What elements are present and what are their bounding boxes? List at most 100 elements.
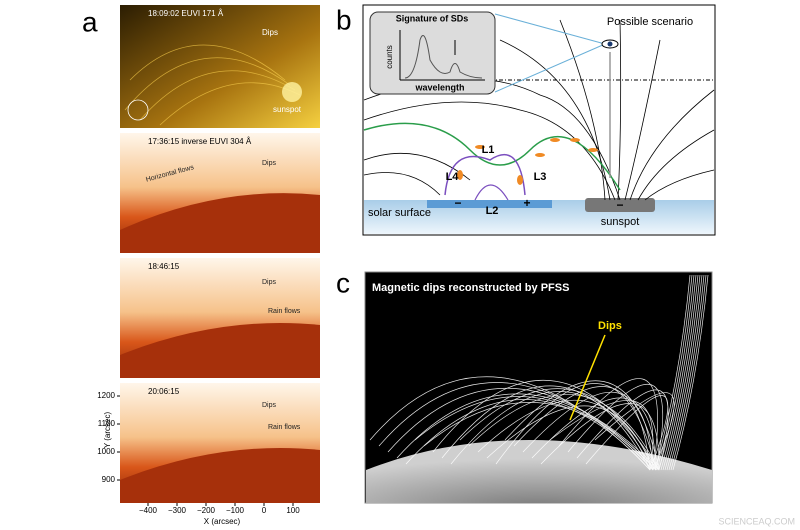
x-tick-label: −200 [197, 506, 216, 515]
field-line [486, 405, 654, 471]
inset-y-label: counts [385, 45, 394, 69]
frame-time: 20:06:15 [148, 387, 180, 396]
open-field-line [664, 274, 701, 471]
sunspot-label: sunspot [601, 216, 640, 228]
field-line [522, 391, 654, 471]
decoration [363, 101, 616, 201]
decoration [369, 274, 709, 471]
orientation-globe [127, 99, 149, 121]
decoration [475, 145, 485, 149]
decoration [644, 169, 715, 201]
field-line [432, 379, 660, 471]
frame-time: 18:46:15 [148, 262, 180, 271]
scenario-title: Possible scenario [607, 16, 693, 28]
open-field-line [658, 274, 695, 471]
decoration [535, 153, 545, 157]
field-line [585, 395, 669, 471]
open-field-line [666, 274, 703, 471]
purple-field-line [444, 154, 526, 196]
panel-label: a [82, 6, 98, 37]
decoration [559, 19, 606, 201]
limb [120, 193, 320, 253]
decoration [399, 30, 485, 81]
green-field-line [363, 122, 621, 191]
decoration: −400 −300 −200 −100 0 100 [139, 503, 300, 515]
x-tick-label: −100 [226, 506, 245, 515]
polarity: + [523, 196, 530, 210]
decoration [124, 57, 291, 111]
open-field-line [670, 274, 707, 471]
surface-label: solar surface [368, 207, 431, 219]
open-field-line [660, 274, 697, 471]
y-tick-label: 1000 [97, 447, 115, 456]
note: Rain flows [268, 424, 301, 431]
decoration [550, 138, 560, 142]
decoration [499, 39, 611, 201]
field-line [396, 393, 660, 471]
field-line [504, 380, 660, 471]
decoration [588, 148, 598, 152]
decoration [607, 41, 613, 47]
sunspot-glow [282, 82, 302, 102]
decoration [617, 19, 622, 201]
solar-disk [366, 440, 712, 503]
x-tick-label: −300 [168, 506, 187, 515]
loop-label: L4 [446, 171, 460, 183]
polarity: − [454, 196, 461, 210]
note: Dips [262, 279, 277, 286]
field-line [594, 392, 675, 471]
note: Dips [262, 28, 278, 37]
decoration [457, 138, 598, 185]
field-line [540, 403, 660, 471]
y-tick-label: 1200 [97, 391, 115, 400]
decoration [629, 89, 715, 201]
note: Rain flows [268, 308, 301, 315]
decoration [494, 13, 606, 93]
limb [120, 323, 320, 378]
field-line [459, 388, 657, 471]
field-line [549, 400, 654, 471]
decoration [404, 35, 483, 79]
watermark: SCIENCEAQ.COM [718, 516, 795, 526]
open-field-line [662, 274, 699, 471]
x-tick-label: −400 [139, 506, 158, 515]
decoration [129, 44, 286, 81]
field-line [567, 383, 663, 471]
field-line [414, 396, 654, 471]
field-line [513, 386, 651, 471]
frame-time: 18:09:02 EUVI 171 Å [148, 9, 224, 18]
field-line [495, 383, 657, 471]
loop-label: L3 [534, 171, 547, 183]
decoration [637, 129, 715, 201]
loop-label: L2 [486, 205, 499, 217]
limb [120, 448, 320, 503]
y-axis-label: Y (arcsec) [103, 412, 112, 449]
x-tick-label: 0 [262, 506, 267, 515]
panel-label: b [336, 4, 352, 35]
l2-loop [474, 184, 509, 201]
field-line [468, 394, 660, 471]
note: Dips [598, 320, 622, 332]
field-line [477, 399, 651, 471]
open-field-line [668, 274, 705, 471]
loop-label: L1 [482, 144, 495, 156]
open-field-line [672, 274, 709, 471]
open-field-line [656, 274, 693, 471]
decoration [139, 70, 296, 121]
note: Dips [262, 160, 277, 167]
decoration [457, 170, 463, 180]
dips-arrow [569, 334, 606, 421]
field-line [405, 399, 651, 471]
y-tick-label: 1100 [98, 419, 116, 428]
field-line [423, 401, 657, 471]
sunspot [585, 198, 655, 212]
field-line [441, 385, 651, 471]
note: sunspot [273, 105, 302, 114]
panel-label: c [336, 267, 350, 298]
decoration: 1200 1100 1000 900 [97, 391, 120, 484]
x-tick-label: 100 [286, 506, 300, 515]
euvi-171-image [120, 5, 320, 128]
decoration [363, 172, 441, 196]
x-axis-label: X (arcsec) [204, 517, 241, 526]
